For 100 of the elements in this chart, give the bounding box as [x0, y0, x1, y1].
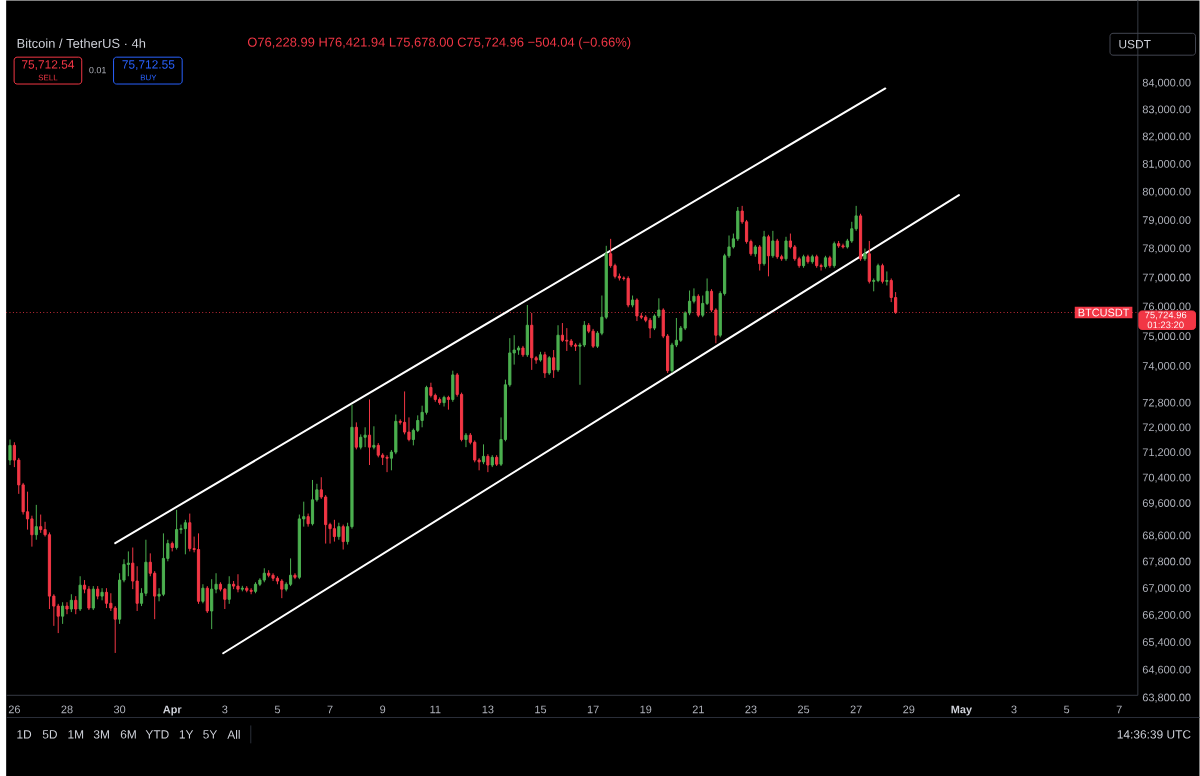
candlestick: [806, 254, 810, 265]
x-tick-label: 27: [850, 705, 862, 714]
y-tick-label: 81,000.00: [1142, 159, 1191, 169]
candlestick: [495, 454, 499, 467]
x-tick-label: 3: [1011, 705, 1017, 714]
candlestick: [556, 324, 560, 373]
y-tick-label: 83,000.00: [1142, 105, 1191, 115]
candlestick: [464, 432, 468, 448]
text: Bitcoin / TetherUS · 4h: [17, 38, 146, 48]
text: 75,724.96: [1145, 311, 1187, 320]
x-tick-label: Apr: [163, 705, 182, 716]
candlestick: [832, 240, 836, 269]
x-tick-label: 5: [1064, 705, 1070, 714]
candlestick: [810, 254, 814, 265]
y-tick-label: 63,800.00: [1142, 693, 1191, 703]
candlestick: [867, 240, 871, 284]
candlestick: [236, 573, 240, 593]
y-tick-label: 67,800.00: [1142, 557, 1191, 567]
candlestick: [65, 601, 69, 615]
y-tick-label: 66,200.00: [1142, 610, 1191, 621]
text: 5D: [42, 730, 57, 739]
x-tick-label: 25: [798, 705, 810, 714]
candlestick: [188, 512, 192, 552]
candlestick: [293, 572, 297, 580]
candlestick: [841, 243, 845, 249]
candlestick: [100, 587, 104, 601]
x-tick-label: 11: [430, 705, 441, 714]
y-tick-label: 75,000.00: [1142, 332, 1191, 342]
candlestick: [170, 541, 174, 552]
x-tick-label: 30: [113, 705, 126, 714]
candlestick: [201, 583, 205, 604]
candlestick: [863, 247, 867, 262]
text: 1Y: [179, 730, 194, 739]
candlestick: [758, 244, 762, 271]
candlestick: [451, 370, 455, 403]
y-tick-label: 69,600.00: [1142, 499, 1191, 509]
x-tick-label: 7: [1116, 705, 1122, 714]
y-tick-label: 79,000.00: [1142, 216, 1191, 226]
x-tick-label: 3: [222, 705, 228, 714]
candlestick: [521, 345, 525, 358]
candlestick: [823, 255, 828, 269]
text: 1M: [68, 730, 84, 739]
x-tick-label: 9: [380, 705, 386, 714]
y-tick-label: 72,800.00: [1142, 398, 1191, 408]
y-tick-label: 77,000.00: [1142, 273, 1191, 283]
candlestick: [175, 509, 179, 550]
candlestick: [337, 522, 341, 541]
y-tick-label: 82,000.00: [1142, 132, 1191, 142]
candlestick: [766, 234, 771, 277]
text: YTD: [145, 730, 169, 739]
candlestick: [543, 351, 547, 379]
y-tick-label: 74,000.00: [1142, 362, 1191, 372]
x-tick-label: 23: [745, 705, 757, 714]
candlestick: [784, 236, 788, 262]
y-tick-label: 71,200.00: [1142, 448, 1191, 458]
annotation: O76,228.99 H76,421.94 L75,678.00 C75,724.96 −504.04 (−0.66%): [247, 37, 631, 50]
candlestick: [96, 585, 100, 600]
candlestick: [61, 601, 65, 625]
candlestick: [753, 244, 757, 258]
candlestick: [762, 230, 766, 267]
candlestick: [245, 585, 249, 593]
candlestick: [310, 479, 315, 526]
candlestick: [367, 398, 372, 466]
candlestick: [183, 519, 187, 555]
candlestick: [69, 593, 73, 613]
x-tick-label: 29: [903, 705, 915, 714]
candlestick: [262, 567, 266, 583]
candlestick: [565, 327, 569, 352]
y-tick-label: 68,600.00: [1142, 531, 1191, 541]
candlestick: [74, 595, 78, 615]
candlestick: [227, 575, 231, 605]
candlestick: [240, 585, 244, 592]
annotation: 75,712.55: [122, 60, 175, 70]
text: 3M: [93, 730, 109, 739]
candlestick: [530, 312, 534, 371]
x-tick-label: 28: [61, 705, 73, 714]
candlestick: [429, 382, 433, 398]
text: 14:36:39 UTC: [1117, 730, 1191, 739]
candlestick: [490, 454, 494, 468]
y-tick-label: 72,000.00: [1142, 423, 1191, 433]
x-tick-label: 13: [482, 705, 494, 714]
candlestick: [538, 351, 543, 363]
candlestick: [267, 569, 271, 578]
candlestick: [837, 240, 841, 249]
candlestick: [332, 519, 337, 543]
candlestick: [828, 255, 832, 269]
candlestick: [525, 304, 529, 358]
candlestick: [161, 532, 166, 597]
annotation: USDT: [1119, 39, 1151, 49]
candlestick: [39, 513, 43, 534]
text: 6M: [120, 730, 136, 739]
y-tick-label: 67,000.00: [1142, 584, 1191, 594]
x-tick-label: 19: [640, 705, 652, 714]
candlestick: [486, 453, 490, 473]
y-tick-label: 65,400.00: [1142, 638, 1191, 648]
candlestick: [552, 349, 556, 379]
candlestick: [8, 438, 12, 466]
candlestick: [442, 395, 446, 407]
candlestick: [78, 575, 82, 612]
candlestick: [771, 230, 775, 259]
